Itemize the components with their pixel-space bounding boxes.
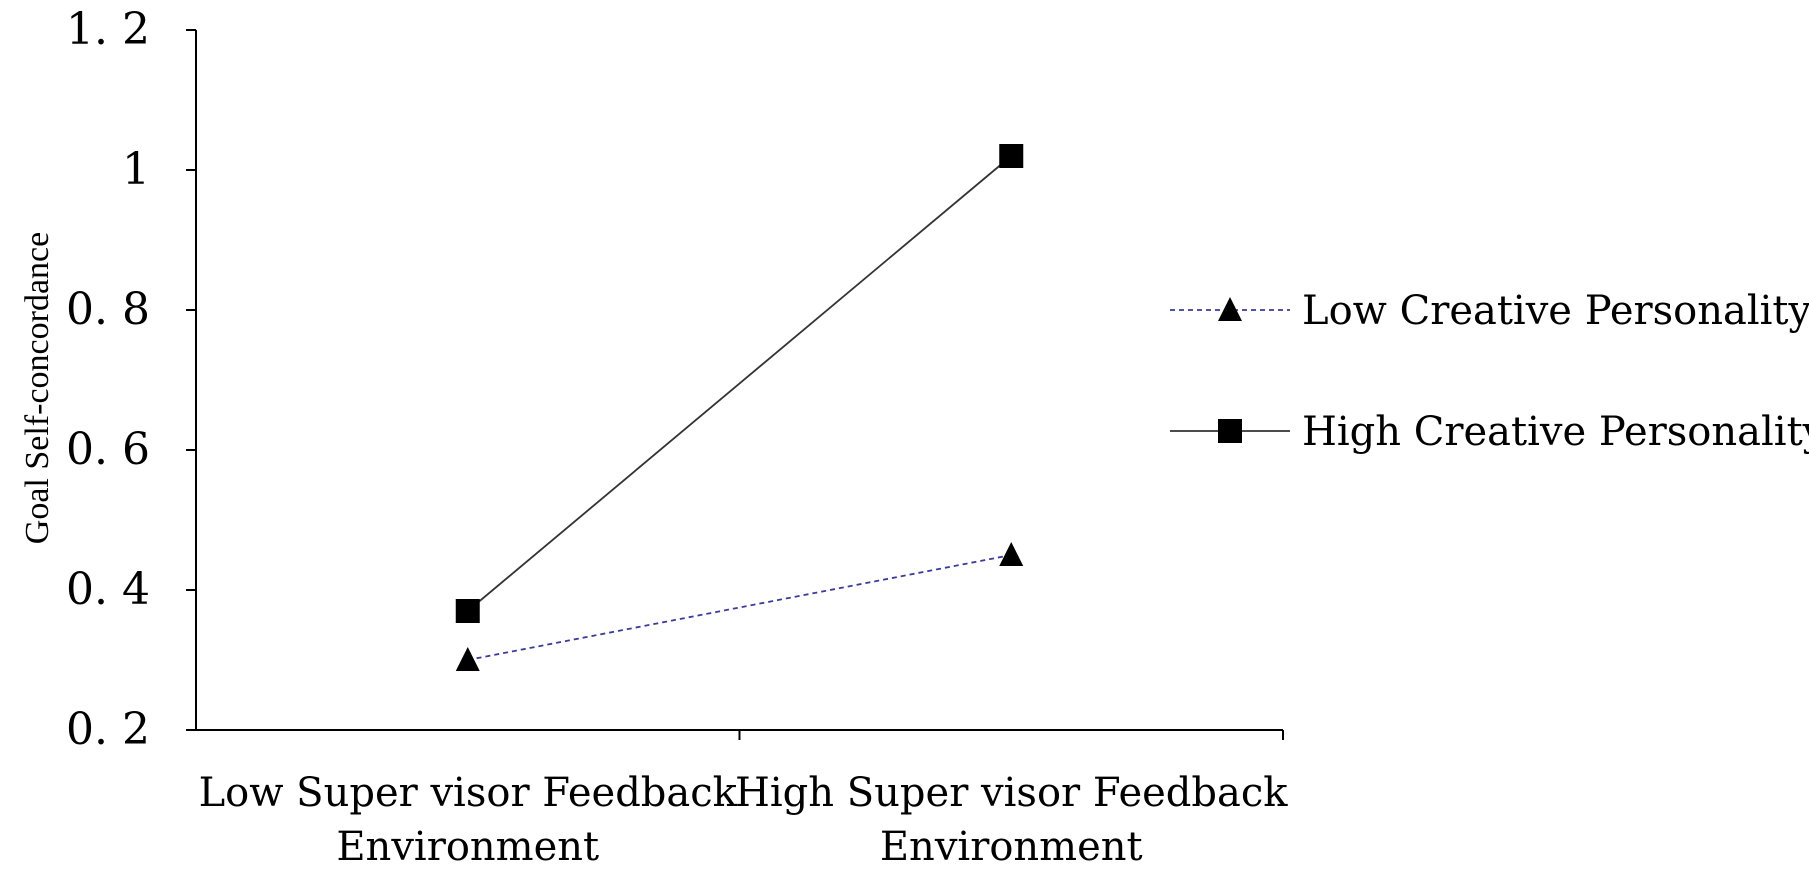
triangle-marker [455,647,480,671]
legend-label: High Creative Personality [1302,409,1809,455]
x-category-label: Environment [880,824,1143,870]
x-category-label: Low Super visor Feedback [199,770,738,816]
axes [195,30,1283,731]
legend-triangle-marker [1218,297,1242,321]
series-line [467,554,1012,661]
y-axis-ticks: 0. 2 0. 4 0. 6 0. 8 1 1. 2 [66,4,196,755]
series-layer [455,144,1024,671]
y-axis-title: Goal Self-concordance [19,232,56,544]
y-tick-label: 0. 6 [66,424,150,475]
square-marker [455,599,480,623]
y-tick-label: 0. 8 [66,284,150,335]
x-category-label: High Super visor Feedback [735,770,1288,816]
y-tick-label: 1 [122,144,150,195]
legend: Low Creative Personality High Creative Pe… [1170,288,1809,455]
triangle-marker [999,542,1024,566]
x-category-label: Environment [336,824,599,870]
series-group [455,542,1024,671]
y-tick-label: 1. 2 [66,4,150,55]
y-tick-label: 0. 4 [66,564,150,615]
legend-square-marker [1218,419,1242,443]
y-tick-label: 0. 2 [66,704,150,755]
legend-item: High Creative Personality [1170,409,1809,455]
x-axis-categories: Low Super visor Feedback Environment High … [199,730,1288,870]
series-group [455,144,1024,623]
square-marker [999,144,1024,168]
legend-label: Low Creative Personality [1302,288,1809,334]
series-line [467,155,1012,612]
legend-item: Low Creative Personality [1170,288,1809,334]
